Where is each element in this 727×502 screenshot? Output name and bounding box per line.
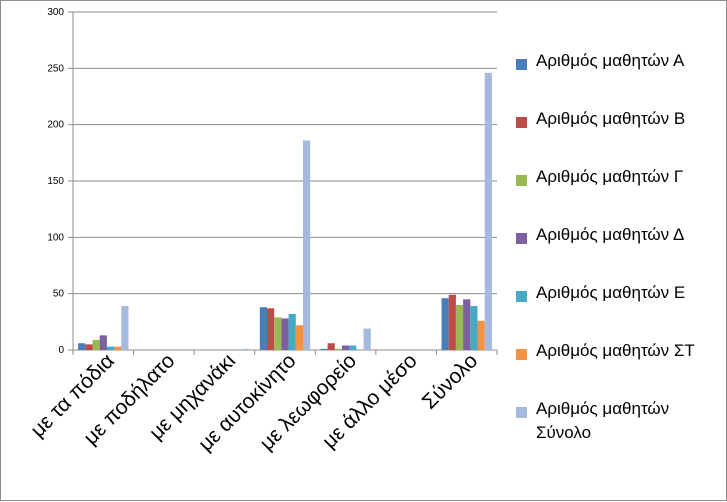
legend-item: Αριθμός μαθητών Δ <box>516 223 721 281</box>
bar <box>463 299 471 350</box>
bar <box>303 140 311 350</box>
bar <box>363 328 371 350</box>
bar <box>267 308 275 350</box>
legend-item: Αριθμός μαθητών Β <box>516 107 721 165</box>
y-tick-label: 100 <box>47 232 64 243</box>
legend-label: Αριθμός μαθητών Α <box>536 51 685 70</box>
bar <box>78 343 86 350</box>
legend-item: Αριθμός μαθητών Σύνολο <box>516 397 721 455</box>
y-tick-label: 250 <box>47 63 64 74</box>
legend: Αριθμός μαθητών Α Αριθμός μαθητών Β Αριθμό… <box>516 49 721 455</box>
legend-swatch <box>516 349 527 360</box>
bar <box>114 346 122 350</box>
legend-item: Αριθμός μαθητών Α <box>516 49 721 107</box>
legend-swatch <box>516 59 527 70</box>
bar <box>441 298 449 350</box>
legend-label: Αριθμός μαθητών Σύνολο <box>536 399 670 442</box>
bar <box>470 306 478 350</box>
legend-swatch <box>516 175 527 186</box>
bar <box>448 294 456 350</box>
x-category-label: Σύνολο <box>418 349 482 413</box>
bar <box>281 318 289 350</box>
bar <box>349 345 357 350</box>
bar <box>477 320 485 350</box>
y-tick-label: 0 <box>58 345 64 356</box>
bar <box>288 313 296 350</box>
bar <box>92 339 100 350</box>
bar <box>295 325 303 350</box>
y-tick-label: 200 <box>47 120 64 131</box>
bar <box>99 335 107 350</box>
legend-swatch <box>516 233 527 244</box>
bar <box>341 345 350 350</box>
bar <box>121 306 129 350</box>
bar <box>242 348 250 350</box>
bar <box>327 343 335 350</box>
bar <box>334 348 342 350</box>
legend-item: Αριθμός μαθητών Γ <box>516 165 721 223</box>
legend-label: Αριθμός μαθητών Β <box>536 109 686 128</box>
y-tick-label: 300 <box>47 7 64 18</box>
bar <box>455 304 464 350</box>
bar <box>484 72 492 350</box>
legend-item: Αριθμός μαθητών ΣΤ <box>516 339 721 397</box>
legend-swatch <box>516 291 527 302</box>
legend-label: Αριθμός μαθητών ΣΤ <box>536 341 695 360</box>
legend-label: Αριθμός μαθητών Δ <box>536 225 685 244</box>
bar <box>259 307 267 350</box>
bar <box>274 317 282 350</box>
legend-swatch <box>516 117 527 128</box>
y-tick-label: 50 <box>53 289 65 300</box>
legend-label: Αριθμός μαθητών Ε <box>536 283 686 302</box>
legend-label: Αριθμός μαθητών Γ <box>536 167 684 186</box>
bar <box>85 344 93 350</box>
y-tick-label: 150 <box>47 176 64 187</box>
legend-item: Αριθμός μαθητών Ε <box>516 281 721 339</box>
bar <box>320 348 328 350</box>
legend-swatch <box>516 407 527 418</box>
bar <box>106 346 115 350</box>
